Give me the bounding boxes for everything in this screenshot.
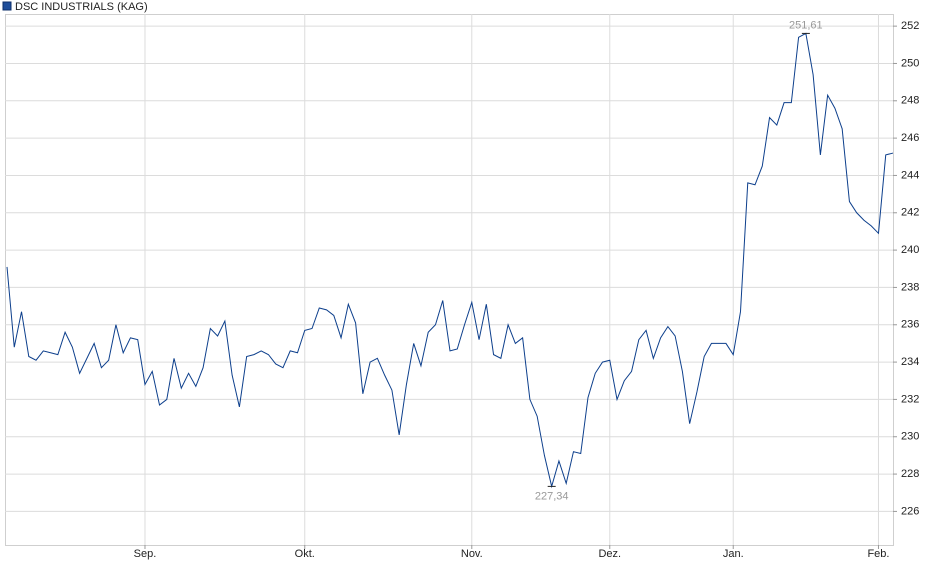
- annotation: 227,34: [535, 490, 569, 502]
- y-tick-label: 246: [901, 132, 919, 144]
- y-tick-label: 236: [901, 319, 919, 331]
- y-tick-label: 240: [901, 244, 919, 256]
- legend-swatch: [2, 1, 12, 11]
- y-tick-label: 248: [901, 95, 919, 107]
- plot-frame: [5, 14, 894, 546]
- x-tick-label: Dez.: [598, 548, 621, 560]
- x-tick-label: Nov.: [461, 548, 483, 560]
- y-tick-label: 238: [901, 281, 919, 293]
- x-tick-label: Okt.: [295, 548, 315, 560]
- y-tick-label: 234: [901, 356, 919, 368]
- y-tick-label: 242: [901, 207, 919, 219]
- y-tick-label: 226: [901, 505, 919, 517]
- y-tick-label: 250: [901, 57, 919, 69]
- legend-label: DSC INDUSTRIALS (KAG): [15, 1, 148, 13]
- y-tick-label: 252: [901, 20, 919, 32]
- x-tick-label: Jan.: [723, 548, 744, 560]
- x-tick-label: Feb.: [867, 548, 889, 560]
- y-tick-label: 232: [901, 393, 919, 405]
- series-line: [6, 32, 894, 489]
- annotation: 251,61: [789, 19, 823, 31]
- y-tick-label: 244: [901, 169, 919, 181]
- y-tick-label: 228: [901, 468, 919, 480]
- y-tick-label: 230: [901, 431, 919, 443]
- x-tick-label: Sep.: [134, 548, 157, 560]
